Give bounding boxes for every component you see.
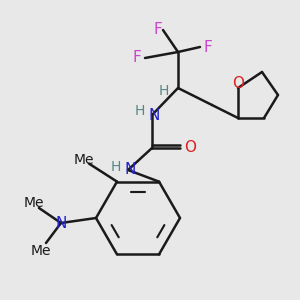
Text: Me: Me [24,196,44,210]
Text: Me: Me [74,153,94,166]
Text: F: F [133,50,141,65]
Text: F: F [154,22,162,38]
Text: O: O [232,76,244,92]
Text: F: F [204,40,212,55]
Text: O: O [184,140,196,155]
Text: Me: Me [31,244,51,258]
Text: N: N [148,107,160,122]
Text: N: N [124,163,136,178]
Text: H: H [111,160,121,174]
Text: H: H [159,84,169,98]
Text: N: N [55,215,67,230]
Text: H: H [135,104,145,118]
